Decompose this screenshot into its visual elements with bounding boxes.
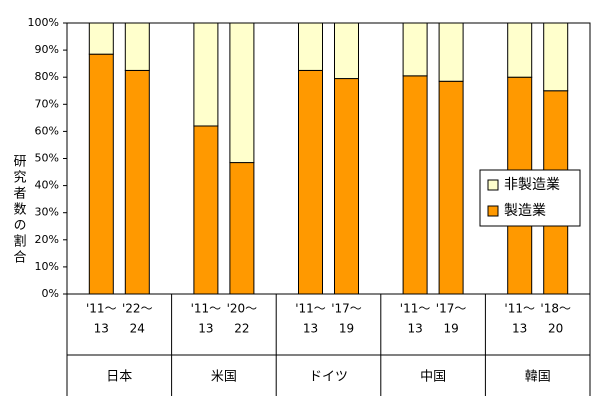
- group-label: 韓国: [525, 370, 551, 385]
- bar-segment: [402, 22, 428, 77]
- x-tick-label: 24: [130, 322, 145, 336]
- bar-segment: [88, 22, 114, 55]
- x-tick-label: '17～: [331, 302, 362, 316]
- x-tick-label: 22: [234, 322, 249, 336]
- bar-segment: [193, 125, 219, 295]
- x-tick-label: '11～: [191, 302, 222, 316]
- y-tick-label: 80%: [35, 70, 59, 83]
- bar-segment: [438, 80, 464, 295]
- y-tick-label: 90%: [35, 43, 59, 56]
- x-tick-label: 13: [303, 322, 318, 336]
- y-tick-label: 50%: [35, 152, 59, 165]
- legend-label: 非製造業: [504, 177, 560, 193]
- x-tick-label: 13: [94, 322, 109, 336]
- x-tick-label: '11～: [504, 302, 535, 316]
- legend-swatch: [487, 179, 499, 191]
- bar-segment: [124, 69, 150, 295]
- y-tick-label: 70%: [35, 97, 59, 110]
- x-tick-label: '11～: [295, 302, 326, 316]
- group-label: 米国: [211, 370, 237, 385]
- bar-segment: [229, 162, 255, 295]
- y-tick-label: 60%: [35, 124, 59, 137]
- x-tick-label: '18～: [540, 302, 571, 316]
- bar-segment: [124, 22, 150, 71]
- bar-segment: [334, 78, 359, 295]
- bar-segment: [229, 22, 255, 164]
- x-tick-label: 13: [198, 322, 213, 336]
- y-tick-label: 100%: [28, 16, 59, 29]
- x-tick-label: '22～: [122, 302, 153, 316]
- y-tick-label: 30%: [35, 206, 59, 219]
- x-tick-label: 19: [443, 322, 458, 336]
- legend-box: [479, 169, 581, 227]
- bar-segment: [298, 22, 323, 71]
- group-label: 日本: [106, 370, 132, 385]
- x-tick-label: 20: [548, 322, 563, 336]
- x-tick-label: '11～: [400, 302, 431, 316]
- x-tick-label: '11～: [86, 302, 117, 316]
- x-tick-label: 13: [512, 322, 527, 336]
- group-label: 中国: [420, 370, 446, 385]
- x-tick-label: 13: [407, 322, 422, 336]
- legend-label: 製造業: [504, 203, 546, 219]
- y-tick-label: 0%: [42, 287, 59, 300]
- y-tick-label: 40%: [35, 179, 59, 192]
- bar-segment: [88, 53, 114, 295]
- y-axis-label: 研究者数の割合: [11, 154, 27, 266]
- bar-segment: [543, 22, 569, 92]
- y-tick-label: 20%: [35, 233, 59, 246]
- bar-segment: [438, 22, 464, 82]
- bar-segment: [507, 22, 533, 78]
- x-tick-label: '20～: [227, 302, 258, 316]
- bar-segment: [402, 75, 428, 295]
- legend-swatch: [487, 205, 499, 217]
- bar-segment: [334, 22, 359, 80]
- bar-segment: [298, 69, 323, 295]
- bar-segment: [193, 22, 219, 127]
- plot-area: [66, 22, 591, 295]
- x-tick-label: '17～: [436, 302, 467, 316]
- x-tick-label: 19: [339, 322, 354, 336]
- y-tick-label: 10%: [35, 260, 59, 273]
- group-label: ドイツ: [309, 370, 348, 385]
